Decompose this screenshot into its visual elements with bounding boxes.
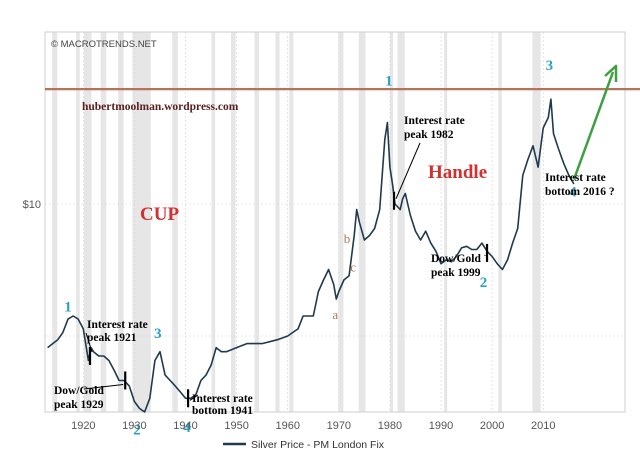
note-interest-peak-1921: Interest rate peak 1921 [87, 319, 148, 344]
projection-arrow-shaft [572, 71, 615, 180]
wave-label: 1 [385, 73, 393, 89]
recession-band [132, 32, 151, 412]
note-line: Interest rate [545, 172, 606, 184]
note-line: peak 1929 [54, 399, 104, 411]
recession-band [338, 32, 344, 412]
recession-band [76, 32, 80, 412]
recession-band [289, 32, 294, 412]
price-line-group [47, 98, 575, 413]
x-tick-label: 1950 [224, 420, 248, 432]
x-tick-label: 2000 [480, 420, 504, 432]
wave-label: 2 [480, 275, 488, 291]
recession-band [275, 32, 280, 412]
note-pointer [189, 394, 199, 401]
silver-price-series [47, 98, 575, 413]
legend-label: Silver Price - PM London Fix [251, 439, 385, 451]
legend: Silver Price - PM London Fix [223, 439, 385, 451]
wave-label: 2 [133, 423, 141, 439]
watermark-text: © MACROTRENDS.NET [51, 39, 157, 50]
y-axis-ticks: $10 [23, 199, 41, 211]
note-interest-peak-1982: Interest rate peak 1982 [404, 115, 465, 141]
annotation-overlays: 1 2 3 4 1 2 3 4 bc a [64, 58, 618, 439]
note-interest-bottom-2016: Interest rate bottom 2016 ? [545, 172, 615, 198]
recession-bands [52, 32, 541, 412]
x-tick-label: 1940 [173, 420, 197, 432]
note-interest-bottom-1941: Interest rate bottom 1941 [192, 393, 253, 417]
note-pointer [85, 332, 93, 353]
note-line: Interest rate [87, 319, 148, 331]
x-tick-label: 1980 [378, 420, 402, 432]
plot-frame [44, 31, 626, 413]
recession-band [211, 32, 216, 412]
x-tick-label: 1930 [122, 420, 146, 432]
x-tick-label: 2010 [531, 420, 555, 432]
wave-label: 3 [154, 326, 162, 342]
x-tick-label: 1990 [429, 420, 453, 432]
note-dowgold-peak-1999: Dow/Gold peak 1999 [431, 253, 481, 279]
note-line: Interest rate [192, 393, 253, 405]
recession-band [444, 32, 448, 412]
blog-url: hubertmoolman.wordpress.com [82, 101, 239, 113]
wave-label: 4 [569, 185, 577, 201]
recession-band [100, 32, 107, 412]
x-tick-label: 1920 [71, 420, 95, 432]
note-line: Dow/Gold [431, 253, 481, 265]
note-line: bottom 2016 ? [545, 186, 615, 198]
x-tick-label: 1960 [275, 420, 299, 432]
x-tick-label: 1970 [327, 420, 351, 432]
note-line: bottom 1941 [192, 405, 253, 417]
note-line: peak 1921 [87, 332, 137, 344]
note-pointer [83, 383, 124, 390]
recession-band [397, 32, 405, 412]
wave-label: 4 [183, 420, 191, 436]
handle-label: Handle [428, 162, 487, 183]
recession-band [83, 32, 92, 412]
wave-label: 1 [64, 300, 72, 316]
recession-band [498, 32, 502, 412]
abc-label: a [332, 307, 338, 322]
wave-label: 3 [546, 58, 554, 74]
note-line: peak 1982 [404, 129, 454, 141]
abc-label: c [350, 260, 356, 275]
note-line: Interest rate [404, 115, 465, 127]
recession-band [118, 32, 124, 412]
note-pointer [395, 142, 421, 199]
note-line: peak 1999 [431, 267, 481, 279]
x-axis-ticks: 1920 1930 1940 1950 1960 1970 1980 1990 2000 2010 [71, 420, 555, 432]
recession-band [358, 32, 366, 412]
projection-arrow-head [604, 64, 618, 82]
recession-band [532, 32, 541, 412]
abc-label: b [344, 231, 351, 246]
cup-label: CUP [140, 204, 179, 225]
note-dowgold-peak-1929: Dow/Gold peak 1929 [54, 385, 104, 411]
recession-band [231, 32, 236, 412]
note-line: Dow/Gold [54, 385, 104, 397]
recession-band [254, 32, 260, 412]
recession-band [52, 32, 58, 412]
recession-band [172, 32, 178, 412]
gridlines [45, 32, 625, 412]
y-tick-label: $10 [23, 199, 41, 211]
recession-band [389, 32, 393, 412]
